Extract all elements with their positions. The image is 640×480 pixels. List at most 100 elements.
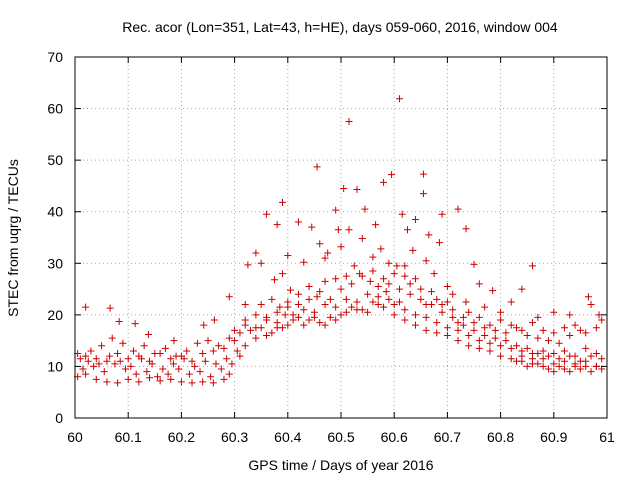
data-point xyxy=(388,171,396,179)
data-point xyxy=(95,360,103,368)
data-point xyxy=(100,368,108,376)
data-point xyxy=(324,249,332,257)
data-point xyxy=(124,375,132,383)
data-point xyxy=(534,350,542,358)
data-point xyxy=(584,293,592,301)
data-point xyxy=(82,352,90,360)
data-point xyxy=(124,355,132,363)
x-tick-label: 60 xyxy=(67,429,83,445)
data-point xyxy=(475,313,483,321)
x-axis-label: GPS time / Days of year 2016 xyxy=(248,457,433,473)
data-point xyxy=(454,337,462,345)
data-point xyxy=(220,375,228,383)
data-point xyxy=(313,163,321,171)
data-point xyxy=(489,287,497,295)
x-tick-label: 60.6 xyxy=(381,429,408,445)
data-point xyxy=(544,352,552,360)
data-point xyxy=(294,218,302,226)
data-point xyxy=(529,262,537,270)
data-point xyxy=(443,298,451,306)
data-point xyxy=(454,205,462,213)
data-point xyxy=(417,295,425,303)
data-point xyxy=(513,357,521,365)
x-tick-label: 60.5 xyxy=(327,429,354,445)
x-tick-label: 60.2 xyxy=(168,429,195,445)
data-point xyxy=(348,280,356,288)
data-point xyxy=(560,324,568,332)
grid-lines xyxy=(75,57,607,418)
data-point xyxy=(587,352,595,360)
data-point xyxy=(454,326,462,334)
data-point xyxy=(411,215,419,223)
data-point xyxy=(337,311,345,319)
data-point xyxy=(138,355,145,363)
data-point xyxy=(571,360,579,368)
data-point xyxy=(257,324,265,332)
data-point xyxy=(353,186,361,194)
data-point xyxy=(393,262,401,270)
data-point xyxy=(372,221,380,229)
data-point xyxy=(87,347,95,355)
data-point xyxy=(544,337,552,345)
data-point xyxy=(385,295,393,303)
data-point xyxy=(305,295,313,303)
data-point xyxy=(321,254,329,262)
data-point xyxy=(358,272,366,280)
data-point xyxy=(316,319,324,327)
data-point xyxy=(459,313,467,321)
data-point xyxy=(374,301,382,309)
data-point xyxy=(305,282,313,290)
data-point xyxy=(92,355,100,363)
data-point xyxy=(382,288,390,296)
data-point xyxy=(497,352,505,360)
data-point xyxy=(385,259,393,267)
y-tick-label: 50 xyxy=(47,152,63,168)
data-point xyxy=(92,375,100,383)
data-point xyxy=(241,301,249,309)
data-point xyxy=(207,373,215,381)
data-point xyxy=(560,365,568,373)
data-point xyxy=(241,316,249,324)
data-point xyxy=(539,326,547,334)
data-point xyxy=(172,352,180,360)
data-point xyxy=(518,352,526,360)
data-point xyxy=(252,249,260,257)
data-point xyxy=(82,370,90,378)
data-point xyxy=(401,262,409,270)
data-point xyxy=(217,365,225,373)
data-point xyxy=(342,295,350,303)
data-point xyxy=(523,362,531,370)
data-point xyxy=(159,365,167,373)
data-point xyxy=(396,95,404,103)
data-point xyxy=(470,260,478,268)
data-point xyxy=(286,286,294,294)
data-point xyxy=(263,210,271,218)
data-point xyxy=(209,379,217,387)
data-point xyxy=(300,321,308,329)
data-point xyxy=(337,285,345,293)
data-point xyxy=(191,362,199,370)
data-point xyxy=(225,334,233,342)
data-point xyxy=(196,368,204,376)
data-point xyxy=(433,295,441,303)
data-point xyxy=(244,261,252,269)
data-point xyxy=(90,362,98,370)
data-point xyxy=(438,301,446,309)
data-point xyxy=(144,330,152,338)
data-point xyxy=(188,357,196,365)
data-point xyxy=(380,178,388,186)
data-point xyxy=(411,321,419,329)
data-point xyxy=(84,357,92,365)
data-point xyxy=(507,355,515,363)
data-point xyxy=(225,293,233,301)
data-point xyxy=(278,324,286,332)
data-point xyxy=(449,306,457,314)
data-point xyxy=(419,170,427,178)
data-point xyxy=(481,331,489,339)
data-point xyxy=(236,352,244,360)
data-point xyxy=(210,316,218,324)
data-point xyxy=(228,360,236,368)
data-point xyxy=(401,316,409,324)
y-tick-label: 20 xyxy=(47,307,63,323)
data-point xyxy=(76,355,84,363)
